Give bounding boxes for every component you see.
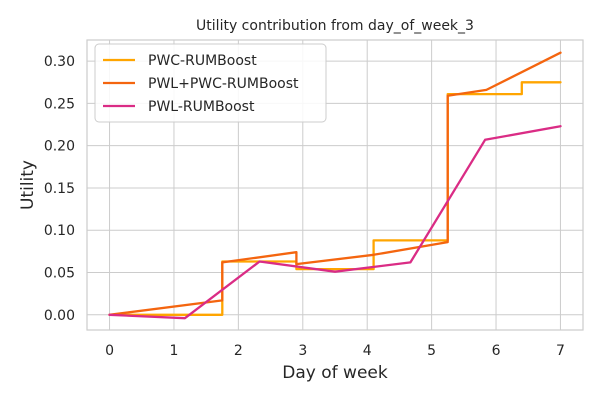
y-axis-label: Utility (18, 160, 38, 210)
legend: PWC-RUMBoost PWL+PWC-RUMBoost PWL-RUMBoost (94, 43, 327, 123)
plot-frame (86, 39, 584, 331)
legend-box (94, 43, 327, 123)
y-tick-label: 0.25 (44, 96, 75, 112)
legend-label-1: PWC-RUMBoost (148, 53, 257, 69)
y-tick-labels: 0.00 0.05 0.10 0.15 0.20 0.25 0.30 (44, 54, 75, 324)
x-tick-label: 5 (427, 343, 436, 359)
y-tick-label: 0.15 (44, 181, 75, 197)
x-tick-label: 2 (234, 343, 243, 359)
x-tick-label: 0 (105, 343, 114, 359)
series-line-2 (108, 51, 562, 316)
chart-title: Utility contribution from day_of_week_3 (196, 18, 474, 34)
y-tick-label: 0.30 (44, 54, 75, 70)
x-tick-labels: 0 1 2 3 4 5 6 7 (105, 343, 565, 359)
legend-label-2: PWL+PWC-RUMBoost (148, 76, 299, 92)
y-tick-label: 0.05 (44, 266, 75, 282)
x-tick-label: 7 (556, 343, 565, 359)
x-tick-label: 1 (170, 343, 179, 359)
x-axis-label: Day of week (282, 363, 388, 383)
y-tick-label: 0.00 (44, 308, 75, 324)
x-tick-label: 3 (298, 343, 307, 359)
y-tick-label: 0.20 (44, 139, 75, 155)
x-tick-label: 4 (363, 343, 372, 359)
series-layer (108, 51, 562, 320)
legend-label-3: PWL-RUMBoost (148, 99, 255, 115)
y-tick-label: 0.10 (44, 223, 75, 239)
x-tick-label: 6 (492, 343, 501, 359)
series-line-3 (108, 125, 562, 320)
